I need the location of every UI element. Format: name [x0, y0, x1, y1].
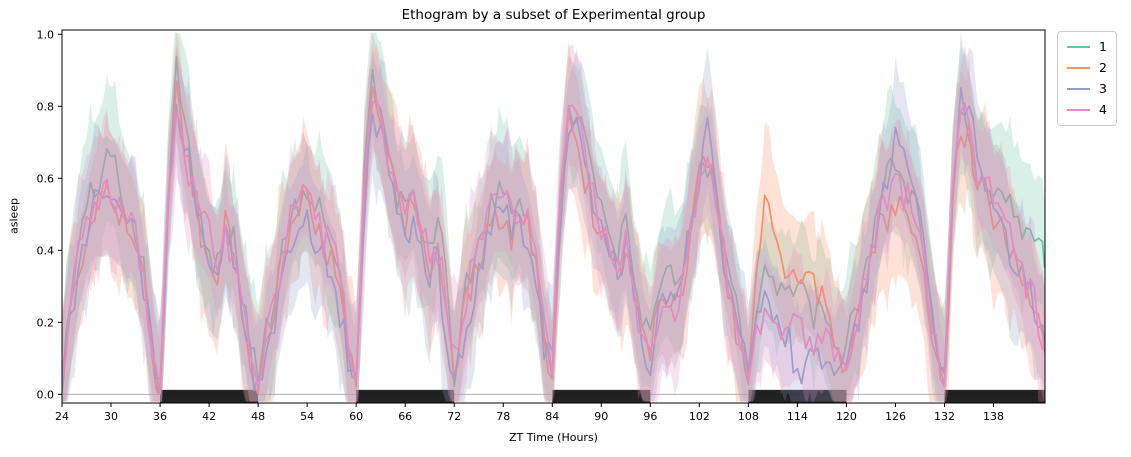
x-tick-label: 126: [885, 410, 906, 423]
legend-item-4: 4: [1067, 103, 1107, 117]
legend: 1 2 3 4: [1057, 31, 1117, 126]
legend-label: 3: [1099, 81, 1107, 96]
series-band-1: [62, 32, 1045, 402]
dark-phase-bar: [748, 389, 847, 403]
y-tick-label: 0.4: [37, 244, 55, 257]
x-tick-label: 102: [689, 410, 710, 423]
legend-line-swatch: [1067, 109, 1090, 111]
dark-phase-bar: [552, 389, 651, 403]
legend-label: 1: [1099, 39, 1107, 54]
x-tick-label: 78: [496, 410, 510, 423]
x-tick-label: 66: [398, 410, 412, 423]
legend-label: 4: [1099, 102, 1107, 117]
legend-line-swatch: [1067, 46, 1090, 48]
y-tick-label: 0.0: [37, 388, 55, 401]
x-tick-label: 42: [202, 410, 216, 423]
y-tick-label: 0.6: [37, 172, 55, 185]
x-tick-label: 114: [787, 410, 808, 423]
legend-line-swatch: [1067, 67, 1090, 69]
series-band-2: [62, 32, 1045, 402]
y-tick-label: 0.2: [37, 316, 55, 329]
x-tick-label: 48: [251, 410, 265, 423]
dark-phase-bar: [160, 389, 259, 403]
x-tick-label: 36: [153, 410, 167, 423]
dark-phase-bar: [944, 389, 1045, 403]
x-tick-label: 54: [300, 410, 314, 423]
legend-item-2: 2: [1067, 61, 1107, 75]
legend-line-swatch: [1067, 88, 1090, 90]
x-tick-label: 96: [643, 410, 657, 423]
x-tick-label: 24: [55, 410, 69, 423]
dark-phase-bar: [356, 389, 455, 403]
legend-item-1: 1: [1067, 40, 1107, 54]
series-line-4: [62, 98, 1045, 395]
plot-title: Ethogram by a subset of Experimental gro…: [401, 7, 706, 23]
x-tick-label: 30: [104, 410, 118, 423]
x-tick-label: 120: [836, 410, 857, 423]
y-tick-label: 1.0: [37, 28, 55, 41]
x-tick-label: 60: [349, 410, 363, 423]
legend-label: 2: [1099, 60, 1107, 75]
x-tick-label: 84: [545, 410, 559, 423]
legend-item-3: 3: [1067, 82, 1107, 96]
x-tick-label: 72: [447, 410, 461, 423]
x-tick-label: 108: [738, 410, 759, 423]
x-tick-label: 138: [983, 410, 1004, 423]
y-axis-label: asleep: [7, 197, 21, 235]
x-axis-label: ZT Time (Hours): [509, 431, 598, 444]
y-tick-label: 0.8: [37, 100, 55, 113]
series-band-4: [62, 42, 1045, 402]
plot-spines: [61, 29, 1046, 404]
x-tick-label: 90: [594, 410, 608, 423]
x-tick-label: 132: [934, 410, 955, 423]
